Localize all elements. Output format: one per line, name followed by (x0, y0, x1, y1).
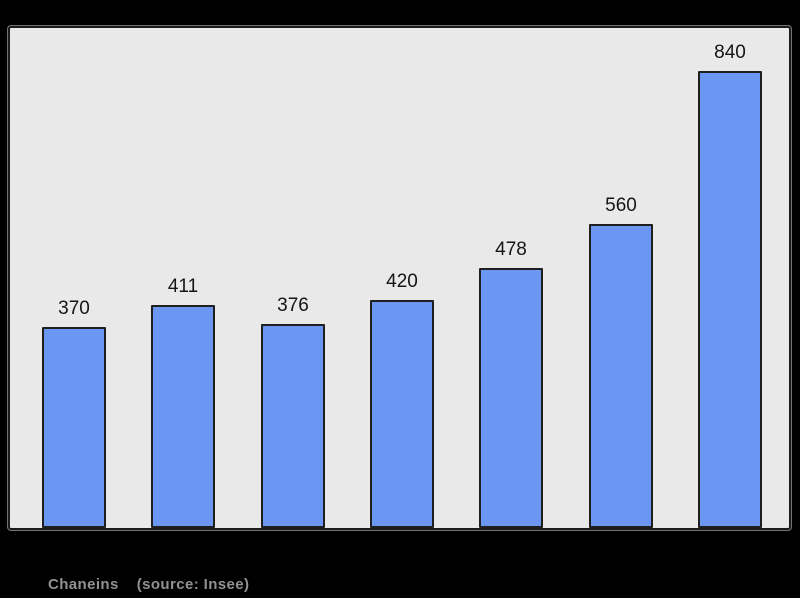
bar-value-label: 478 (495, 239, 527, 260)
caption-source: (source: Insee) (136, 576, 250, 593)
bar-value-label: 370 (58, 298, 90, 319)
bar (261, 324, 325, 528)
bar (698, 71, 762, 528)
bar (370, 300, 434, 528)
bar (589, 224, 653, 528)
chart-area: 370 411 376 420 478 560 840 (8, 26, 791, 530)
bar-value-label: 560 (605, 195, 637, 216)
bar (151, 305, 215, 528)
bar (479, 268, 543, 528)
bar (42, 327, 106, 528)
caption-commune: Chaneins (48, 576, 119, 593)
bar-value-label: 420 (386, 271, 418, 292)
bar-value-label: 376 (277, 295, 309, 316)
bar-value-label: 411 (167, 276, 199, 297)
chart-caption: Chaneins (source: Insee) (48, 576, 249, 593)
bar-value-label: 840 (714, 42, 746, 63)
